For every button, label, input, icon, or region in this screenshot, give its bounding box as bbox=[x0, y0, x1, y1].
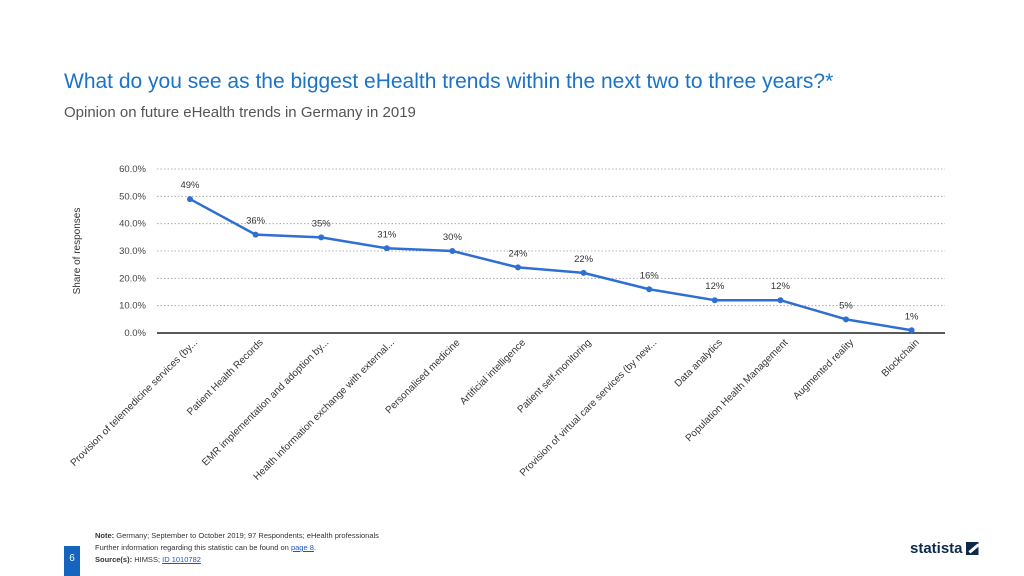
data-point[interactable] bbox=[252, 231, 259, 238]
data-point[interactable] bbox=[449, 248, 456, 254]
data-point[interactable] bbox=[711, 297, 718, 304]
category-label: EMR implementation and adoption by... bbox=[200, 337, 331, 468]
category-label: Patient Health Records bbox=[185, 337, 265, 417]
brand-text: statista bbox=[910, 540, 963, 557]
category-label: Health information exchange with externa… bbox=[252, 337, 397, 482]
source-label: Source(s): bbox=[95, 555, 133, 564]
y-tick-label: 10.0% bbox=[119, 301, 146, 312]
category-label: Blockchain bbox=[880, 337, 922, 379]
y-tick-label: 20.0% bbox=[119, 273, 146, 284]
chart-subtitle: Opinion on future eHealth trends in Germ… bbox=[64, 104, 416, 121]
data-point[interactable] bbox=[777, 297, 784, 304]
statista-logo[interactable]: statista bbox=[910, 540, 979, 557]
y-tick-label: 0.0% bbox=[124, 328, 146, 339]
further-end: . bbox=[313, 543, 316, 552]
further-info-line: Further information regarding this stati… bbox=[95, 542, 379, 554]
data-label: 22% bbox=[574, 254, 594, 265]
category-label: Patient self-monitoring bbox=[516, 337, 594, 415]
data-point[interactable] bbox=[843, 316, 849, 323]
y-tick-labels: 0.0% 10.0% 20.0% 30.0% 40.0% 50.0% 60.0% bbox=[119, 164, 146, 339]
y-tick-label: 30.0% bbox=[119, 246, 146, 257]
y-tick-label: 50.0% bbox=[119, 191, 146, 202]
footer-notes: Note: Germany; September to October 2019… bbox=[95, 530, 379, 566]
note-label: Note: bbox=[95, 531, 115, 540]
data-point[interactable] bbox=[187, 196, 193, 203]
category-label: Provision of telemedicine services (by..… bbox=[69, 337, 200, 468]
data-label: 12% bbox=[771, 281, 791, 292]
category-label: Data analytics bbox=[673, 337, 725, 389]
further-text: Further information regarding this stati… bbox=[95, 543, 289, 552]
data-point[interactable] bbox=[383, 245, 390, 252]
data-label: 35% bbox=[312, 218, 332, 229]
data-point[interactable] bbox=[318, 234, 325, 241]
data-label: 31% bbox=[377, 229, 397, 240]
chart-title: What do you see as the biggest eHealth t… bbox=[64, 70, 834, 93]
grid-lines bbox=[157, 168, 945, 334]
data-point[interactable] bbox=[908, 327, 915, 334]
data-label: 1% bbox=[905, 311, 919, 322]
series-line bbox=[189, 197, 912, 332]
data-label: 36% bbox=[246, 216, 266, 227]
note-text: Germany; September to October 2019; 97 R… bbox=[116, 531, 379, 540]
data-label: 24% bbox=[508, 248, 528, 259]
category-labels: Provision of telemedicine services (by..… bbox=[69, 337, 922, 483]
category-label: Personalised medicine bbox=[384, 337, 463, 416]
data-label: 16% bbox=[640, 270, 660, 281]
series-line-group bbox=[187, 196, 915, 334]
y-axis-label: Share of responses bbox=[72, 208, 83, 295]
data-label: 12% bbox=[705, 281, 725, 292]
category-label: Augmented reality bbox=[791, 337, 856, 402]
page-number: 6 bbox=[64, 546, 80, 576]
category-label: Population Health Management bbox=[684, 337, 791, 444]
note-line: Note: Germany; September to October 2019… bbox=[95, 530, 379, 542]
data-point[interactable] bbox=[515, 264, 521, 271]
data-point[interactable] bbox=[580, 269, 587, 276]
source-line: Source(s): HIMSS; ID 1010782 bbox=[95, 554, 379, 566]
data-point[interactable] bbox=[646, 286, 653, 293]
category-label: Provision of virtual care services (by n… bbox=[518, 337, 659, 478]
data-label: 49% bbox=[180, 180, 200, 191]
data-label: 30% bbox=[443, 232, 463, 243]
y-tick-label: 40.0% bbox=[119, 219, 146, 230]
source-text: HIMSS; bbox=[134, 555, 161, 564]
statista-logo-icon bbox=[965, 542, 979, 555]
y-tick-label: 60.0% bbox=[119, 164, 146, 175]
data-label: 5% bbox=[839, 300, 853, 311]
page-link[interactable]: page 8 bbox=[290, 543, 314, 552]
data-labels: 49% 36% 35% 31% 30% 24% 22% 16% 12% 12% 5% 1% bbox=[180, 180, 919, 322]
source-id-link[interactable]: ID 1010782 bbox=[162, 555, 201, 564]
category-label: Artificial intelligence bbox=[458, 337, 528, 407]
